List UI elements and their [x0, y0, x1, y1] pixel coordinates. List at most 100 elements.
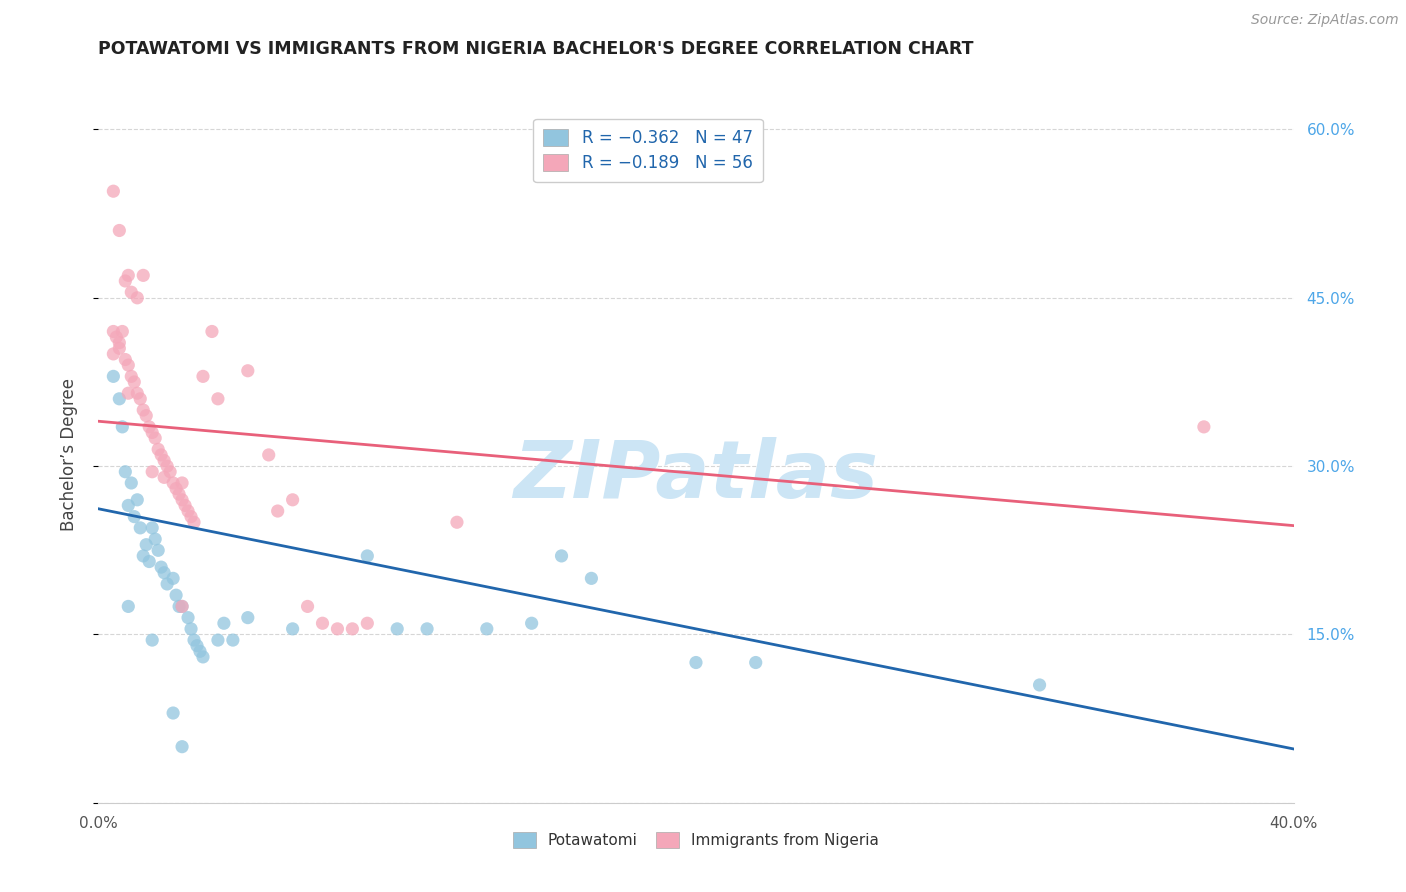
Point [141, 521, 163, 535]
Y-axis label: Bachelor’s Degree: Bachelor’s Degree [59, 378, 77, 532]
Point [138, 420, 160, 434]
Point [172, 475, 194, 490]
Point [167, 487, 190, 501]
Point [127, 492, 149, 507]
Point [114, 274, 136, 288]
Point [177, 504, 200, 518]
Point [236, 610, 259, 624]
Point [1028, 678, 1050, 692]
Point [114, 465, 136, 479]
Point [103, 347, 125, 361]
Point [685, 656, 707, 670]
Point [162, 706, 184, 720]
Point [143, 532, 166, 546]
Point [385, 622, 409, 636]
Point [207, 392, 229, 406]
Point [356, 616, 378, 631]
Point [127, 386, 149, 401]
Point [207, 633, 229, 648]
Point [108, 392, 131, 406]
Point [135, 409, 157, 423]
Point [191, 649, 214, 664]
Point [143, 431, 166, 445]
Point [111, 325, 134, 339]
Point [111, 420, 134, 434]
Point [108, 335, 131, 350]
Point [281, 622, 304, 636]
Point [105, 330, 128, 344]
Point [267, 504, 290, 518]
Point [153, 453, 176, 467]
Point [162, 475, 184, 490]
Point [103, 184, 125, 198]
Point [132, 403, 155, 417]
Text: Source: ZipAtlas.com: Source: ZipAtlas.com [1251, 13, 1399, 28]
Point [129, 521, 152, 535]
Point [138, 555, 160, 569]
Point [141, 633, 163, 648]
Point [172, 599, 194, 614]
Point [117, 599, 139, 614]
Point [135, 538, 157, 552]
Point [117, 268, 139, 283]
Point [117, 358, 139, 372]
Point [174, 499, 197, 513]
Point [159, 465, 181, 479]
Point [745, 656, 768, 670]
Point [120, 369, 142, 384]
Point [150, 560, 173, 574]
Point [172, 492, 194, 507]
Point [156, 577, 179, 591]
Point [188, 644, 211, 658]
Point [108, 341, 131, 355]
Point [132, 549, 155, 563]
Point [153, 566, 176, 580]
Point [150, 448, 173, 462]
Point [108, 223, 131, 237]
Point [114, 352, 136, 367]
Point [177, 610, 200, 624]
Point [212, 616, 235, 631]
Point [124, 509, 146, 524]
Point [581, 571, 603, 585]
Point [183, 515, 205, 529]
Point [127, 291, 149, 305]
Point [297, 599, 319, 614]
Point [416, 622, 439, 636]
Point [236, 364, 259, 378]
Point [148, 543, 170, 558]
Text: POTAWATOMI VS IMMIGRANTS FROM NIGERIA BACHELOR'S DEGREE CORRELATION CHART: POTAWATOMI VS IMMIGRANTS FROM NIGERIA BA… [98, 40, 974, 58]
Point [156, 459, 179, 474]
Point [117, 386, 139, 401]
Point [257, 448, 280, 462]
Point [165, 482, 187, 496]
Point [120, 475, 142, 490]
Point [222, 633, 245, 648]
Point [103, 325, 125, 339]
Point [180, 622, 202, 636]
Point [172, 599, 194, 614]
Legend: Potawatomi, Immigrants from Nigeria: Potawatomi, Immigrants from Nigeria [506, 826, 886, 855]
Point [120, 285, 142, 300]
Point [356, 549, 378, 563]
Point [141, 465, 163, 479]
Point [132, 268, 155, 283]
Point [191, 369, 214, 384]
Point [183, 633, 205, 648]
Point [281, 492, 304, 507]
Point [201, 325, 224, 339]
Point [186, 639, 208, 653]
Point [311, 616, 333, 631]
Point [520, 616, 543, 631]
Point [124, 375, 146, 389]
Point [103, 369, 125, 384]
Point [117, 499, 139, 513]
Point [162, 571, 184, 585]
Text: ZIPatlas: ZIPatlas [513, 437, 879, 515]
Point [326, 622, 349, 636]
Point [148, 442, 170, 457]
Point [550, 549, 572, 563]
Point [153, 470, 176, 484]
Point [475, 622, 498, 636]
Point [342, 622, 364, 636]
